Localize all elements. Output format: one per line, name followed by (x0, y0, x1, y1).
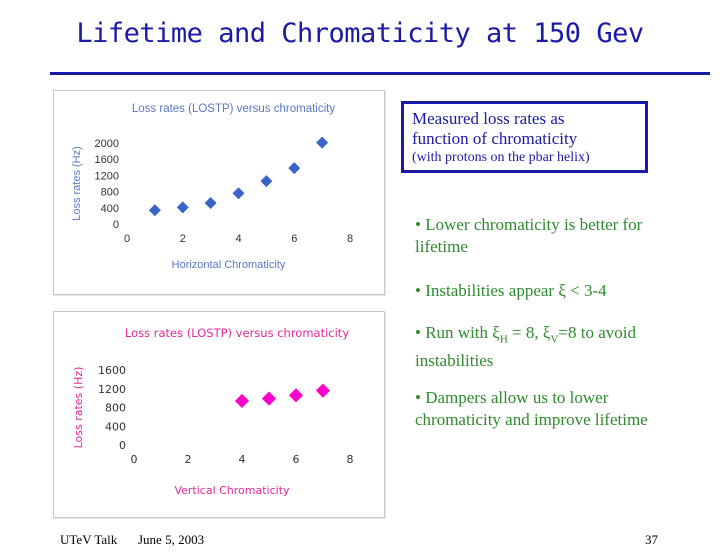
y-tick-label: 400 (105, 420, 126, 433)
x-tick-label: 0 (124, 233, 130, 245)
title-underline (50, 72, 710, 75)
data-point-marker (234, 393, 250, 409)
box-line-3: (with protons on the pbar helix) (412, 150, 590, 165)
y-tick-label: 0 (119, 439, 126, 452)
data-point-diamond (148, 204, 161, 217)
measurement-note-box: Measured loss rates as function of chrom… (401, 101, 648, 173)
x-tick-label: 8 (347, 453, 354, 466)
data-point-diamond (204, 196, 217, 209)
x-tick-label: 2 (180, 233, 186, 245)
x-tick-label: 4 (239, 453, 246, 466)
x-tick-label: 6 (293, 453, 300, 466)
data-point-diamond (288, 162, 301, 175)
x-tick-label: 4 (235, 233, 241, 245)
bullet-lower-chromaticity: • Lower chromaticity is better for lifet… (415, 215, 643, 256)
bullet-run-part2: = 8, ξ (507, 323, 551, 342)
bullet-run-part3: =8 to avoid instabilities (415, 323, 637, 371)
vertical-chromaticity-chart: Loss rates (LOSTP) versus chromaticity 0 2… (53, 311, 385, 518)
chart-title: Loss rates (LOSTP) versus chromaticity (132, 103, 335, 115)
x-tick-label: 8 (347, 233, 353, 245)
y-tick-label: 400 (101, 203, 119, 215)
bullet-run-sub-h: H (499, 333, 508, 346)
slide-title: Lifetime and Chromaticity at 150 Gev (76, 18, 644, 49)
bullet-run-sub-v: V (550, 333, 559, 346)
x-tick-label: 0 (131, 453, 138, 466)
bullet-instabilities: • Instabilities appear ξ < 3-4 (415, 281, 607, 300)
data-point-marker (261, 391, 277, 406)
y-axis-label: Loss rates (Hz) (71, 146, 83, 221)
box-line-1: Measured loss rates as (412, 109, 565, 128)
data-point-diamond (232, 187, 245, 200)
bullet-dampers: • Dampers allow us to lower chromaticity… (415, 388, 648, 429)
y-axis-label: Loss rates (Hz) (72, 367, 85, 449)
data-point-marker (315, 383, 331, 398)
data-point-marker (288, 388, 304, 403)
chart-1-svg: Loss rates (LOSTP) versus chromaticity 0 2… (71, 103, 353, 271)
y-tick-label: 800 (105, 402, 126, 415)
horizontal-chromaticity-chart: Loss rates (LOSTP) versus chromaticity 0 2… (53, 90, 385, 295)
chart-2-svg: Loss rates (LOSTP) versus chromaticity 0 2… (72, 326, 354, 497)
bullet-run-with: • Run with ξH = 8, ξV=8 to avoid instabi… (415, 322, 675, 372)
box-line-2: function of chromaticity (412, 129, 578, 148)
y-tick-label: 2000 (95, 138, 119, 150)
x-tick-label: 2 (185, 453, 192, 466)
data-point-diamond (316, 136, 329, 149)
chart-title: Loss rates (LOSTP) versus chromaticity (125, 326, 349, 340)
data-point-diamond (176, 201, 189, 214)
bullet-run-part1: • Run with ξ (415, 323, 500, 342)
y-tick-label: 800 (101, 187, 119, 199)
y-tick-label: 1200 (95, 170, 119, 182)
y-tick-label: 1200 (98, 383, 126, 396)
x-tick-label: 6 (291, 233, 297, 245)
y-tick-label: 1600 (95, 154, 119, 166)
footer-date: June 5, 2003 (138, 532, 205, 547)
y-tick-label: 1600 (98, 364, 126, 377)
x-axis-label: Vertical Chromaticity (174, 484, 290, 497)
data-point-diamond (260, 175, 273, 188)
y-tick-label: 0 (113, 219, 119, 231)
x-axis-label: Horizontal Chromaticity (172, 259, 286, 271)
footer-talk: UTeV Talk (60, 532, 118, 547)
footer-page-number: 37 (645, 532, 658, 547)
